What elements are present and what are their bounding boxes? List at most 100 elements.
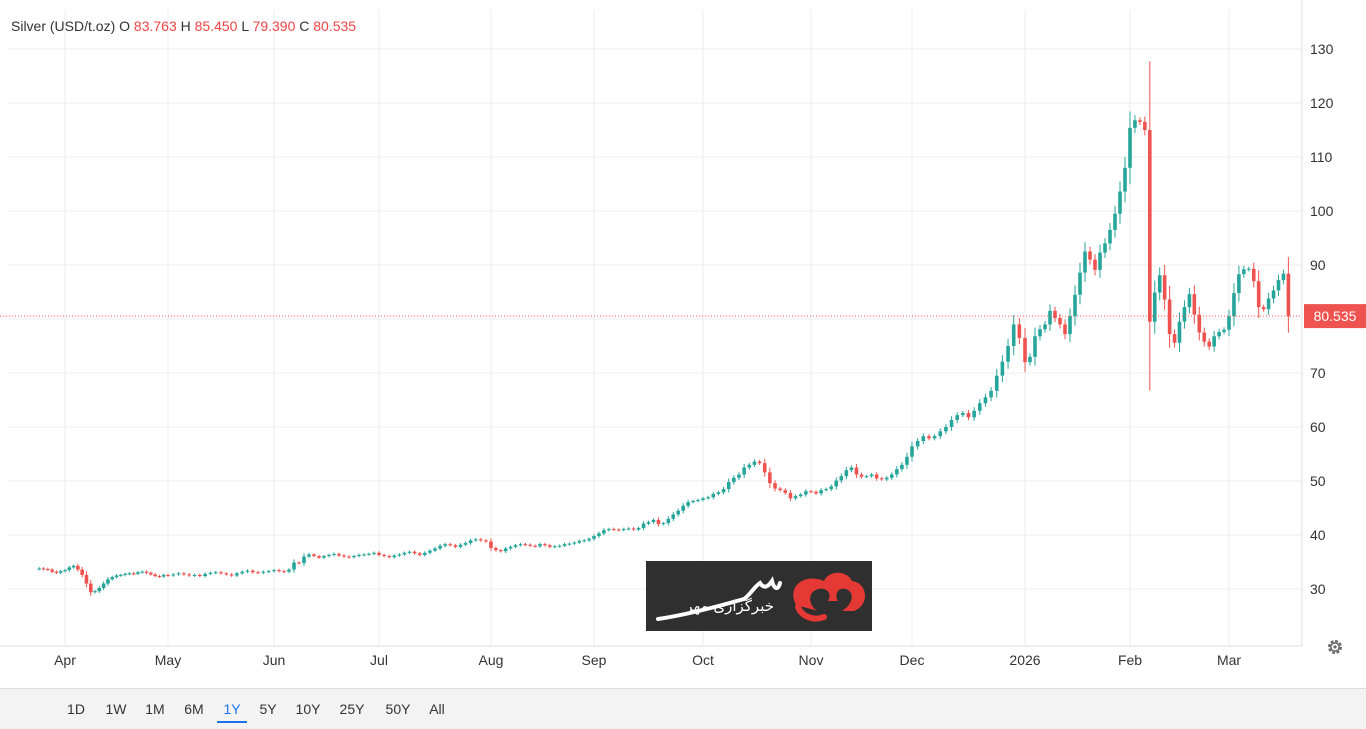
candle-body [762,463,767,473]
candle-body [240,571,244,574]
range-button-50y[interactable]: 50Y [385,701,411,717]
candle-body [829,486,833,490]
candle-body [691,500,695,503]
range-button-1y[interactable]: 1Y [217,697,247,723]
candle-body [661,523,666,525]
candle-body [224,573,229,575]
candle-body [631,528,636,530]
range-button-1m[interactable]: 1M [145,701,165,717]
candle-body [357,554,361,557]
candle-body [921,436,926,442]
candle-body [1276,280,1281,291]
candle-body [726,482,731,490]
last-price-badge [1304,304,1366,329]
candle-body [63,570,67,572]
chart-area[interactable]: 30405060708090100110120130AprMayJunJulAu… [0,0,1366,688]
range-button-5y[interactable]: 5Y [259,701,277,717]
candle-body [347,556,351,558]
gear-icon[interactable] [1325,637,1345,657]
candle-body [737,474,741,478]
candle-body [983,397,988,404]
y-tick-label: 110 [1310,149,1333,165]
candle-body [1103,243,1107,253]
candle-body [1058,317,1062,325]
candle-body [50,569,54,572]
candle-body [900,464,904,470]
candle-body [884,477,889,480]
candle-body [101,583,106,588]
candle-body [552,546,557,548]
candle-body [417,553,422,555]
candle-body [1128,127,1132,168]
candle-body [412,551,417,554]
candle-body [528,544,533,546]
candle-body [978,403,982,411]
candle-body [1038,329,1042,337]
high-label: H [180,18,191,34]
candle-body [297,562,301,564]
candle-body [548,545,552,547]
candle-body [839,476,844,481]
candle-body [1063,324,1067,335]
candle-body [407,551,412,553]
candle-body [157,576,162,578]
candle-body [592,536,596,539]
candle-body [58,571,63,573]
range-button-25y[interactable]: 25Y [339,701,365,717]
range-button-all[interactable]: All [429,701,445,717]
candle-body [1093,259,1097,270]
candlestick-chart[interactable]: 30405060708090100110120130AprMayJunJulAu… [0,0,1366,688]
candle-body [41,568,46,570]
candle-body [392,555,397,558]
candle-body [636,527,641,530]
candle-body [788,492,793,499]
candle-body [676,510,681,515]
ohlc-legend: Silver (USD/t.oz) O 83.763 H 85.450 L 79… [11,18,356,34]
candle-body [266,571,271,573]
y-tick-label: 100 [1310,203,1334,219]
candle-body [332,553,336,555]
candle-body [302,556,306,564]
candle-body [523,544,528,546]
candle-body [854,467,859,475]
candle-body [616,529,621,531]
candle-body [46,569,50,571]
x-tick-label: Apr [54,652,76,668]
candle-body [844,470,849,477]
range-button-10y[interactable]: 10Y [295,701,321,717]
candle-body [433,548,437,551]
candle-body [955,415,959,420]
candle-body [352,556,356,558]
candle-body [783,490,788,493]
range-button-6m[interactable]: 6M [184,701,204,717]
candle-body [84,574,89,584]
candle-body [1212,336,1216,347]
candle-body [153,574,157,577]
candle-body [342,555,346,557]
candle-body [1281,273,1286,281]
candle-body [1167,299,1172,335]
candle-body [711,493,716,498]
range-button-1w[interactable]: 1W [105,701,127,717]
x-tick-label: 2026 [1009,652,1040,668]
candle-body [372,552,376,554]
candle-body [198,574,202,577]
last-price-label: 80.535 [1314,308,1357,324]
candle-body [696,499,700,501]
candle-body [37,568,42,570]
range-button-1d[interactable]: 1D [67,701,85,717]
y-tick-label: 90 [1310,257,1326,273]
candle-body [732,477,736,483]
candle-body [235,573,239,576]
candle-body [757,461,762,464]
candle-body [287,569,291,572]
candle-body [1083,251,1087,273]
candle-body [1017,324,1022,338]
candle-body [1207,341,1211,347]
candle-body [1286,273,1291,317]
candle-body [1217,331,1221,337]
y-tick-label: 70 [1310,365,1326,381]
candle-body [161,574,166,577]
candle-body [612,529,616,531]
candle-body [949,419,954,427]
